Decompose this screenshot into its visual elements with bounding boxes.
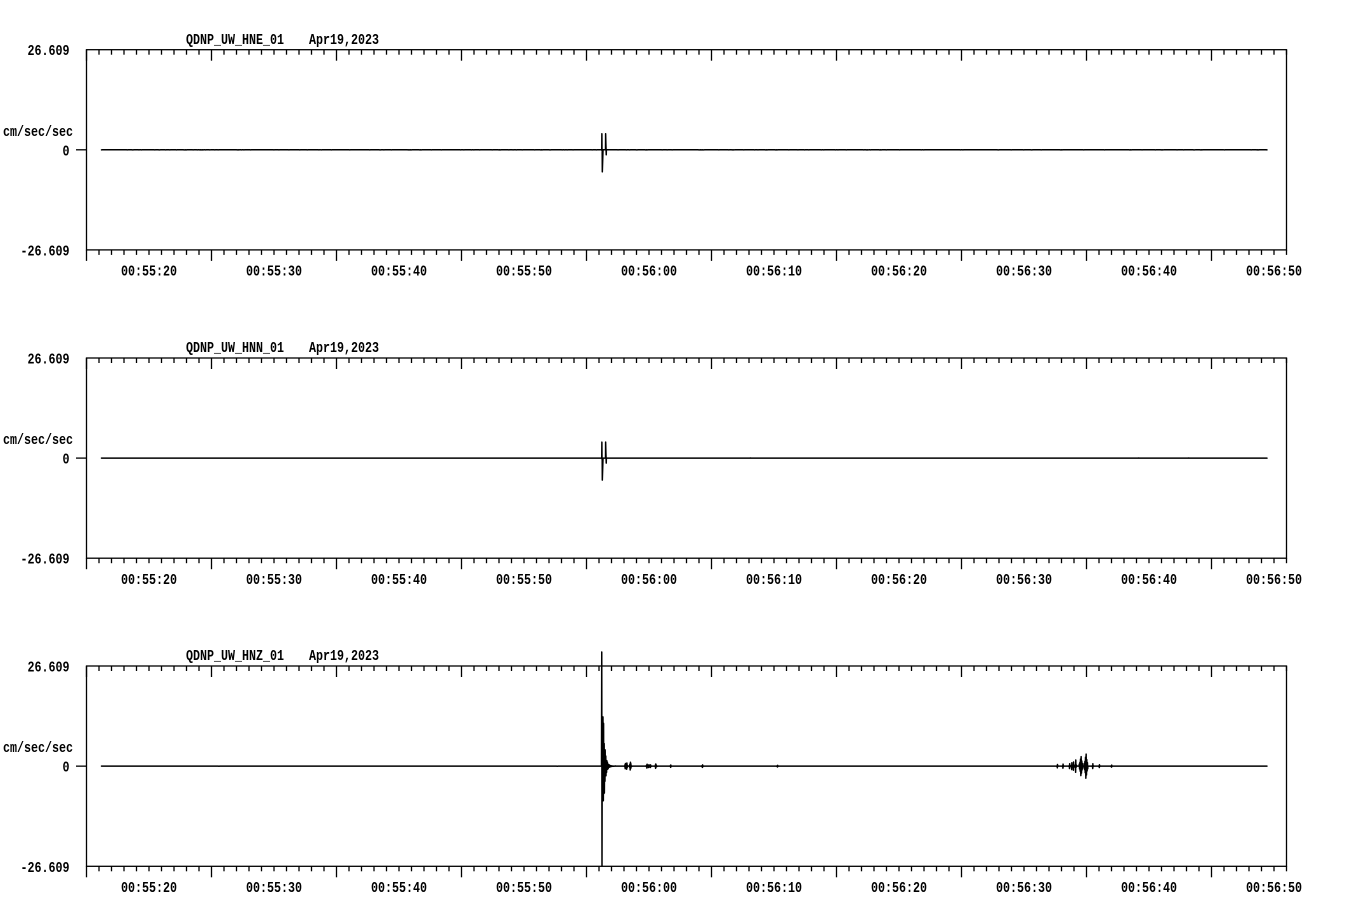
svg-text:Apr19,2023: Apr19,2023 xyxy=(309,32,379,49)
svg-text:00:56:40: 00:56:40 xyxy=(1121,880,1177,897)
svg-text:00:55:40: 00:55:40 xyxy=(371,264,427,281)
svg-text:00:56:40: 00:56:40 xyxy=(1121,572,1177,589)
svg-text:cm/sec/sec: cm/sec/sec xyxy=(3,740,73,757)
svg-text:26.609: 26.609 xyxy=(28,660,70,677)
svg-text:00:55:20: 00:55:20 xyxy=(121,572,177,589)
svg-text:QDNP_UW_HNN_01: QDNP_UW_HNN_01 xyxy=(186,340,284,357)
svg-text:00:56:20: 00:56:20 xyxy=(871,264,927,281)
svg-text:00:56:10: 00:56:10 xyxy=(746,572,802,589)
svg-text:00:55:40: 00:55:40 xyxy=(371,572,427,589)
svg-text:00:56:10: 00:56:10 xyxy=(746,880,802,897)
svg-text:00:56:30: 00:56:30 xyxy=(996,880,1052,897)
svg-text:00:56:50: 00:56:50 xyxy=(1246,880,1302,897)
svg-text:QDNP_UW_HNZ_01: QDNP_UW_HNZ_01 xyxy=(186,648,284,665)
svg-text:cm/sec/sec: cm/sec/sec xyxy=(3,432,73,449)
svg-text:00:56:30: 00:56:30 xyxy=(996,264,1052,281)
svg-text:00:55:30: 00:55:30 xyxy=(246,572,302,589)
svg-text:00:56:00: 00:56:00 xyxy=(621,880,677,897)
svg-text:26.609: 26.609 xyxy=(28,43,70,60)
svg-text:00:55:30: 00:55:30 xyxy=(246,880,302,897)
svg-text:00:55:50: 00:55:50 xyxy=(496,572,552,589)
svg-text:-26.609: -26.609 xyxy=(21,243,70,260)
svg-text:-26.609: -26.609 xyxy=(21,552,70,569)
svg-text:00:55:50: 00:55:50 xyxy=(496,264,552,281)
svg-text:0: 0 xyxy=(63,143,70,160)
svg-text:-26.609: -26.609 xyxy=(21,860,70,877)
svg-text:00:56:20: 00:56:20 xyxy=(871,572,927,589)
svg-text:00:56:10: 00:56:10 xyxy=(746,264,802,281)
svg-text:00:56:50: 00:56:50 xyxy=(1246,572,1302,589)
svg-text:00:56:40: 00:56:40 xyxy=(1121,264,1177,281)
svg-text:Apr19,2023: Apr19,2023 xyxy=(309,648,379,665)
svg-text:00:56:00: 00:56:00 xyxy=(621,572,677,589)
svg-text:cm/sec/sec: cm/sec/sec xyxy=(3,124,73,141)
svg-text:00:56:00: 00:56:00 xyxy=(621,264,677,281)
svg-text:00:55:20: 00:55:20 xyxy=(121,264,177,281)
svg-text:00:56:50: 00:56:50 xyxy=(1246,264,1302,281)
svg-text:0: 0 xyxy=(63,760,70,777)
svg-text:00:56:20: 00:56:20 xyxy=(871,880,927,897)
svg-text:26.609: 26.609 xyxy=(28,352,70,369)
svg-text:00:55:50: 00:55:50 xyxy=(496,880,552,897)
svg-text:00:55:40: 00:55:40 xyxy=(371,880,427,897)
svg-text:Apr19,2023: Apr19,2023 xyxy=(309,340,379,357)
svg-text:QDNP_UW_HNE_01: QDNP_UW_HNE_01 xyxy=(186,32,284,49)
svg-text:00:55:20: 00:55:20 xyxy=(121,880,177,897)
svg-text:0: 0 xyxy=(63,452,70,469)
svg-text:00:56:30: 00:56:30 xyxy=(996,572,1052,589)
svg-text:00:55:30: 00:55:30 xyxy=(246,264,302,281)
